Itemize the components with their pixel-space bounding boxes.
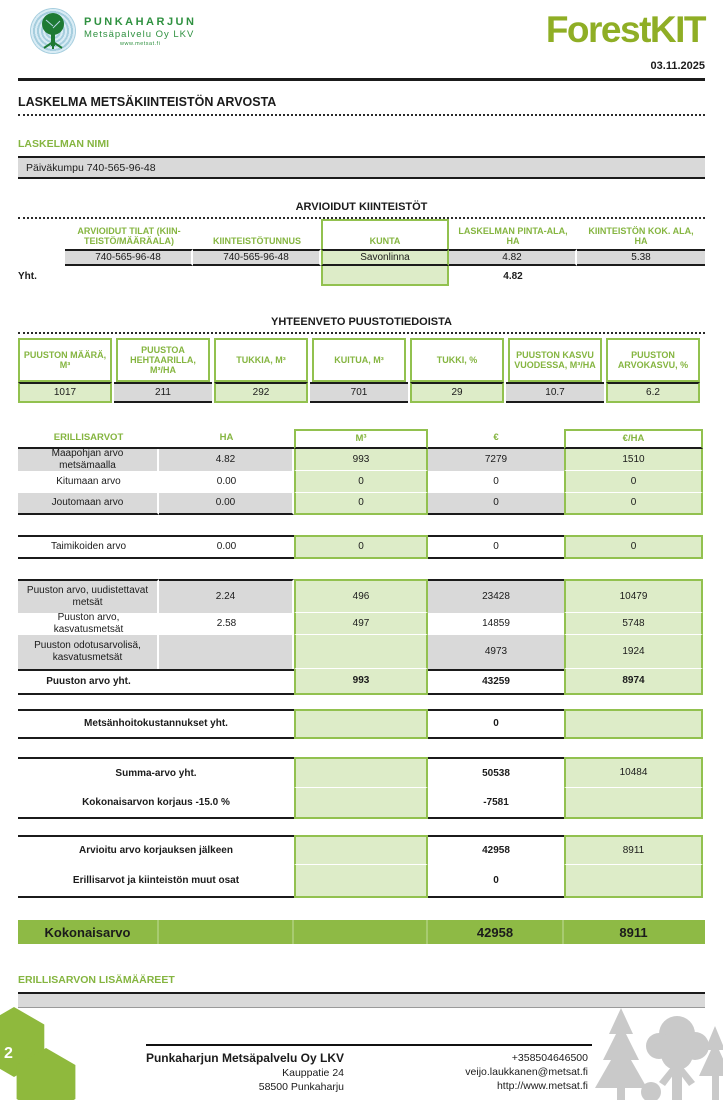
- value-tukkia: 292: [214, 382, 308, 403]
- hexagon-decoration: 2: [0, 1007, 76, 1100]
- footer-address1: Kauppatie 24: [282, 1067, 344, 1079]
- col-header-kiinteistotunnus: KIINTEISTÖTUNNUS: [212, 236, 301, 246]
- footer-website: http://www.metsat.fi: [496, 1080, 588, 1092]
- value-puustoa-hehtaarilla: 211: [114, 382, 212, 403]
- table-row: Metsänhoitokustannukset yht. 0: [18, 709, 705, 739]
- col-header-puustoa-hehtaarilla: PUUSTOA HEHTAARILLA, M³/HA: [116, 338, 210, 382]
- table-row: Erillisarvot ja kiinteistön muut osat 0: [18, 865, 705, 898]
- lisamaareet-empty-bar: [18, 992, 705, 1008]
- col-header-kasvu: PUUSTON KASVU VUODESSA, M³/HA: [508, 338, 602, 382]
- col-header-tukki-pct: TUKKI, %: [410, 338, 504, 382]
- page-title: LASKELMA METSÄKIINTEISTÖN ARVOSTA: [18, 95, 705, 116]
- erillisarvot-header-row: ERILLISARVOT HA M³ € €/HA: [18, 429, 705, 449]
- col-header-pinta-ala: LASKELMAN PINTA-ALA, HA: [458, 226, 568, 246]
- cell-pinta-ala: 4.82: [449, 249, 577, 266]
- footer-phone: +358504646500: [511, 1052, 588, 1064]
- col-header-eur-ha: €/HA: [564, 429, 703, 449]
- puustotiedot-table: PUUSTON MÄÄRÄ, M³ PUUSTOA HEHTAARILLA, M…: [18, 338, 705, 403]
- footer-email: veijo.laukkanen@metsat.fi: [465, 1066, 588, 1078]
- forestkit-logo: ForestKIT: [545, 9, 707, 50]
- kokonaisarvo-label: Kokonaisarvo: [18, 920, 159, 944]
- table-row: Puuston arvo, kasvatusmetsät 2.58 497 14…: [18, 612, 705, 635]
- table-row: Puuston arvo, uudistettavat metsät 2.24 …: [18, 579, 705, 613]
- section-label-laskelman-nimi: LASKELMAN NIMI: [18, 138, 109, 150]
- company-logo-icon: [30, 8, 76, 54]
- col-header-eur: €: [428, 429, 564, 449]
- footer-company: Punkaharjun Metsäpalvelu Oy LKV: [145, 1051, 344, 1065]
- value-kasvu: 10.7: [506, 382, 604, 403]
- erillisarvot-table: ERILLISARVOT HA M³ € €/HA Maapohjan arvo…: [18, 429, 705, 944]
- value-arvokasvu: 6.2: [606, 382, 700, 403]
- trees-decoration: [595, 1008, 723, 1100]
- table-row: Maapohjan arvo metsämaalla 4.82 993 7279…: [18, 448, 705, 471]
- table-row: Arvioitu arvo korjauksen jälkeen 42958 8…: [18, 835, 705, 865]
- col-header-puuston-maara: PUUSTON MÄÄRÄ, M³: [18, 338, 112, 382]
- report-date: 03.11.2025: [650, 60, 705, 72]
- tree-icon: [42, 13, 64, 49]
- footer-divider: [146, 1044, 592, 1046]
- cell-kok-ala: 5.38: [577, 249, 705, 266]
- value-tukki-pct: 29: [410, 382, 504, 403]
- value-kuitua: 701: [310, 382, 408, 403]
- footer-address2: 58500 Punkaharju: [258, 1081, 344, 1093]
- col-header-arvokasvu: PUUSTON ARVOKASVU, %: [606, 338, 700, 382]
- cell-kunta-total: [321, 266, 449, 286]
- col-header-m3: M³: [294, 429, 428, 449]
- table-row: Taimikoiden arvo 0.00 0 0 0: [18, 535, 705, 559]
- table-row: Summa-arvo yht. 50538 10484: [18, 757, 705, 788]
- kokonaisarvo-eur: 42958: [428, 920, 564, 944]
- cell-kunta: Savonlinna: [321, 249, 449, 266]
- total-row-label: Yht.: [18, 270, 37, 282]
- col-header-kunta: KUNTA: [321, 219, 449, 249]
- col-header-ha: HA: [159, 429, 294, 449]
- page-number: 2: [4, 1045, 13, 1062]
- col-header-kok-ala: KIINTEISTÖN KOK. ALA, HA: [588, 226, 694, 246]
- cell-tila: 740-565-96-48: [65, 249, 193, 266]
- company-url: www.metsat.fi: [120, 40, 161, 47]
- col-header-kuitua: KUITUA, M³: [312, 338, 406, 382]
- col-header-tukkia: TUKKIA, M³: [214, 338, 308, 382]
- section-label-lisamaareet: ERILLISARVON LISÄMÄÄREET: [18, 974, 175, 986]
- calculation-name-value: Päiväkumpu 740-565-96-48: [18, 156, 705, 179]
- col-header-tilat: ARVIOIDUT TILAT (KIIN­TEISTÖ/MÄÄRÄALA): [77, 226, 181, 246]
- section-title-puustotiedot: YHTEENVETO PUUSTOTIEDOISTA: [18, 316, 705, 334]
- header-divider: [18, 78, 705, 81]
- kokonaisarvo-bar: Kokonaisarvo 42958 8911: [18, 920, 705, 944]
- cell-tunnus: 740-565-96-48: [193, 249, 321, 266]
- page-header: PUNKAHARJUN Metsäpalvelu Oy LKV www.mets…: [18, 0, 707, 54]
- table-row: Kitumaan arvo 0.00 0 0 0: [18, 471, 705, 493]
- section-title-kiinteistot: ARVIOIDUT KIINTEISTÖT: [18, 201, 705, 219]
- col-header-erillisarvot: ERILLISARVOT: [18, 429, 159, 449]
- page-footer: Punkaharjun Metsäpalvelu Oy LKV Kauppati…: [130, 1044, 592, 1094]
- total-area-value: 4.82: [503, 270, 523, 282]
- table-row: Puuston odotusarvolisä, kasvatusmetsät 4…: [18, 635, 705, 669]
- company-logo: PUNKAHARJUN Metsäpalvelu Oy LKV www.mets…: [30, 8, 196, 54]
- value-puuston-maara: 1017: [18, 382, 112, 403]
- table-row: Joutomaan arvo 0.00 0 0 0: [18, 493, 705, 515]
- table-row: Kokonaisarvon korjaus -15.0 % -7581: [18, 788, 705, 819]
- kiinteistot-table: ARVIOIDUT TILAT (KIIN­TEISTÖ/MÄÄRÄALA) K…: [18, 219, 705, 286]
- company-subtitle: Metsäpalvelu Oy LKV: [84, 28, 195, 40]
- company-name: PUNKAHARJUN: [84, 15, 197, 28]
- table-row: Puuston arvo yht. 993 43259 8974: [18, 669, 705, 695]
- kokonaisarvo-eur-ha: 8911: [619, 924, 648, 940]
